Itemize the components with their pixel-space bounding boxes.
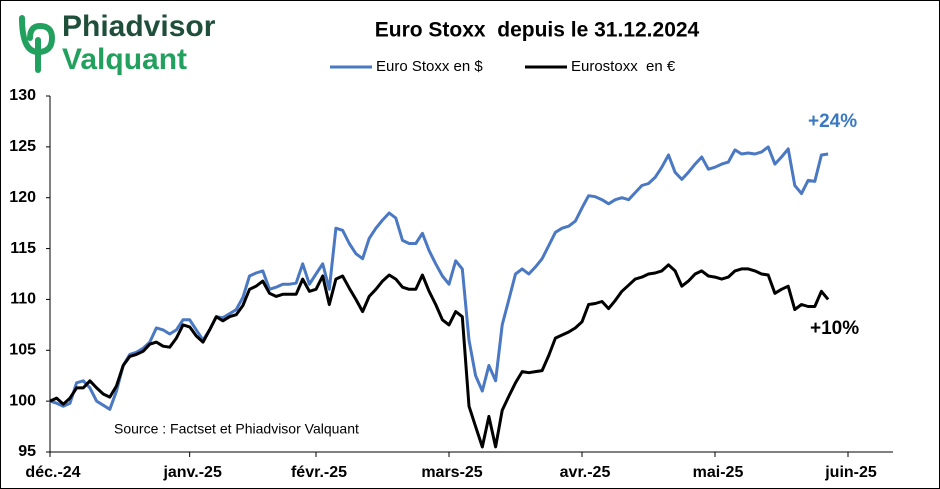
- x-tick-label: févr.-25: [291, 464, 347, 481]
- logo: [19, 15, 56, 73]
- y-tick-label: 125: [9, 138, 36, 155]
- x-tick-label: juin-25: [824, 464, 877, 481]
- y-tick-label: 100: [9, 392, 36, 409]
- x-tick-label: janv.-25: [162, 464, 222, 481]
- brand-line2: Valquant: [62, 43, 187, 76]
- x-tick-label: déc.-24: [25, 464, 80, 481]
- annotation: +10%: [810, 318, 859, 339]
- logo-mark: [19, 15, 56, 56]
- legend-label: Eurostoxx en €: [571, 58, 676, 75]
- legend-label: Euro Stoxx en $: [376, 58, 483, 75]
- y-tick-label: 115: [10, 240, 36, 257]
- chart-title: Euro Stoxx depuis le 31.12.2024: [375, 19, 700, 42]
- series-line: [49, 145, 829, 411]
- y-tick-label: 95: [18, 443, 36, 460]
- y-tick-label: 130: [9, 87, 36, 104]
- y-tick-label: 120: [9, 189, 36, 206]
- source-note: Source : Factset et Phiadvisor Valquant: [114, 421, 359, 437]
- x-tick-label: mai-25: [693, 464, 744, 481]
- annotation: +24%: [808, 111, 857, 132]
- y-tick-label: 110: [10, 291, 36, 308]
- brand-line1: Phiadvisor: [62, 10, 216, 43]
- x-tick-label: avr.-25: [560, 464, 611, 481]
- y-tick-label: 105: [9, 342, 36, 359]
- x-tick-label: mars-25: [421, 464, 482, 481]
- series-line: [49, 263, 830, 449]
